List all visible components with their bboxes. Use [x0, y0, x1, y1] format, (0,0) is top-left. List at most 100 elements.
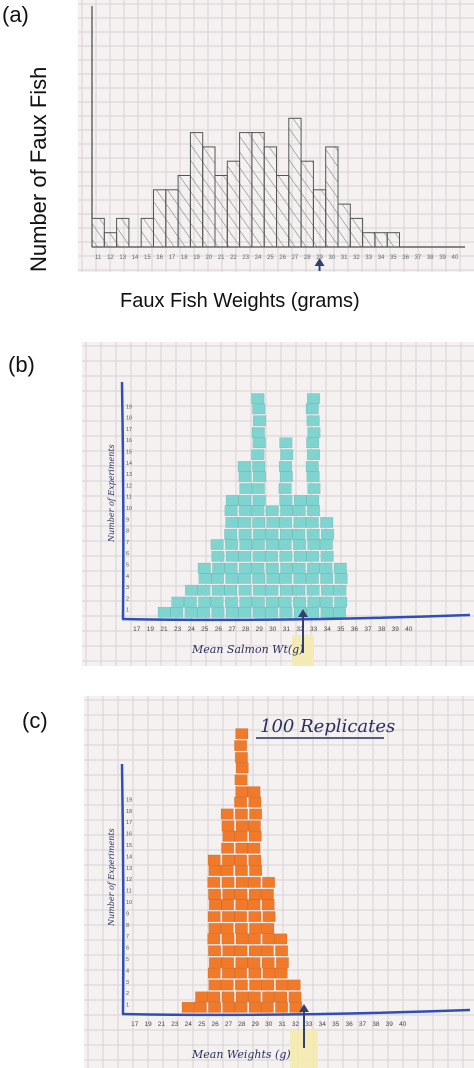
sticky-note [234, 830, 248, 842]
sticky-note [274, 967, 288, 979]
y-axis-line [120, 763, 125, 1015]
sticky-note [334, 596, 348, 608]
sticky-note [260, 945, 274, 957]
panel-a-photo: 11 12 13 14 15 16 17 18 19 20 21 22 23 24 25 26 27 28 29 30… [78, 0, 474, 272]
sticky-note [208, 865, 222, 877]
y-tick-label: 13 [126, 866, 132, 872]
sticky-note [220, 865, 234, 877]
sticky-note [333, 584, 347, 596]
x-tick-label: 30 [269, 626, 277, 633]
sticky-note [235, 899, 249, 911]
sticky-note [211, 606, 225, 618]
sticky-note [252, 517, 266, 528]
x-tick-label: 28 [304, 255, 311, 261]
x-tick-label: 27 [225, 1021, 233, 1028]
sticky-note [251, 539, 265, 550]
sticky-note [225, 550, 239, 562]
y-tick-label: 8 [126, 923, 129, 929]
sticky-note [207, 911, 221, 923]
sticky-note [184, 584, 199, 596]
sticky-note [274, 933, 288, 945]
panel-a-x-axis-label: Faux Fish Weights (grams) [120, 290, 360, 312]
sticky-note [306, 562, 321, 574]
sticky-note [262, 911, 276, 923]
x-tick-label: 38 [378, 626, 386, 633]
sticky-note [248, 796, 262, 808]
sticky-note [261, 979, 275, 991]
sticky-note [266, 539, 280, 550]
sticky-note [274, 991, 288, 1003]
sticky-note [195, 991, 209, 1003]
x-tick-label: 31 [283, 626, 291, 633]
x-tick-label: 27 [228, 626, 236, 633]
sticky-note [252, 471, 267, 483]
y-axis-label: Number of Experiments [107, 444, 116, 543]
histogram-bar [214, 175, 228, 248]
sticky-note [292, 505, 306, 517]
sticky-note [275, 979, 289, 991]
sticky-note [292, 584, 306, 596]
sticky-note [261, 899, 275, 911]
sticky-note [239, 596, 253, 608]
sticky-note [238, 606, 252, 618]
sticky-note [280, 505, 294, 517]
histogram-bar [362, 232, 376, 248]
sticky-note [234, 967, 248, 979]
sticky-note [221, 967, 235, 979]
sticky-note [210, 539, 224, 550]
sticky-note [171, 596, 185, 608]
sticky-note [306, 528, 320, 540]
sticky-note [293, 573, 307, 584]
sticky-note [249, 808, 263, 820]
sticky-note [292, 562, 306, 574]
sticky-note [279, 494, 293, 506]
x-tick-label: 36 [402, 255, 409, 261]
sticky-note [264, 606, 279, 618]
sticky-note [221, 854, 235, 866]
sticky-note [234, 740, 248, 752]
sticky-note [234, 888, 248, 900]
x-tick-label: 40 [405, 626, 413, 633]
sticky-note [265, 528, 279, 540]
sticky-note [320, 550, 334, 562]
sticky-note [288, 991, 302, 1003]
x-tick-label: 18 [181, 255, 188, 261]
x-tick-label: 24 [255, 255, 262, 261]
arrow-head [314, 258, 325, 266]
x-tick-label: 29 [256, 626, 264, 633]
sticky-note [261, 957, 275, 969]
x-tick-label: 20 [206, 255, 213, 261]
histogram-bar [91, 217, 105, 248]
x-tick-label: 29 [252, 1021, 260, 1028]
sticky-note [222, 1001, 236, 1013]
sticky-note [319, 596, 333, 608]
sticky-note [221, 957, 235, 969]
sticky-note [222, 830, 236, 842]
sticky-note [234, 979, 248, 991]
sticky-note [293, 517, 307, 528]
histogram-bar [263, 146, 277, 248]
y-tick-label: 5 [126, 957, 129, 963]
sticky-note [207, 991, 221, 1003]
y-tick-label: 14 [126, 854, 132, 860]
sticky-note [320, 584, 335, 596]
x-tick-label: 39 [386, 1021, 394, 1028]
sticky-note [319, 539, 333, 550]
sticky-note [221, 991, 235, 1003]
sticky-note [275, 945, 289, 957]
sticky-note [305, 573, 319, 584]
sticky-note [260, 888, 274, 900]
y-tick-label: 12 [126, 483, 132, 489]
sticky-note [234, 751, 248, 763]
sticky-note [262, 876, 276, 888]
sticky-note [220, 923, 234, 935]
sticky-note [208, 979, 222, 991]
sticky-note [252, 494, 266, 506]
sticky-note [207, 933, 221, 945]
sticky-note [333, 562, 347, 574]
arrow-head [298, 609, 308, 617]
sticky-note [320, 528, 335, 540]
x-tick-label: 23 [242, 255, 249, 261]
sticky-note [221, 899, 235, 911]
histogram-bar [251, 132, 265, 248]
